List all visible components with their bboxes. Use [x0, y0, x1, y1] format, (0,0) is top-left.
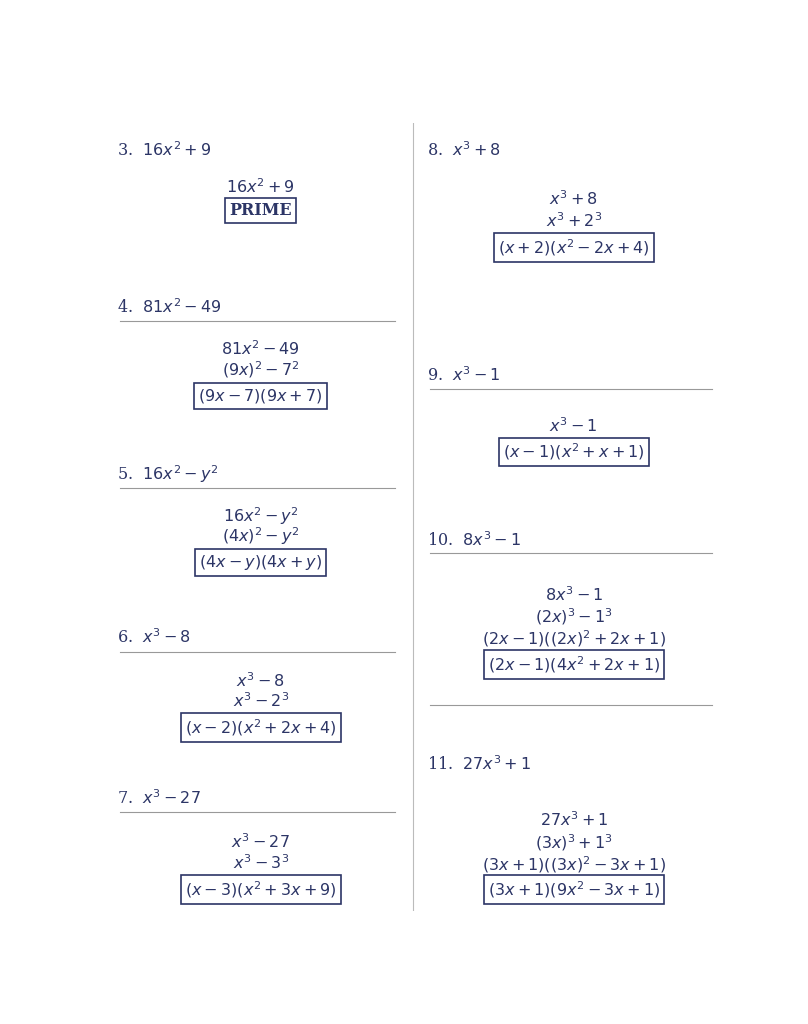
Text: $x^3 - 8$: $x^3 - 8$	[236, 672, 285, 690]
Text: $16x^2 + 9$: $16x^2 + 9$	[226, 178, 295, 197]
Text: $x^3 - 2^3$: $x^3 - 2^3$	[233, 692, 288, 711]
Text: $x^3 - 27$: $x^3 - 27$	[231, 834, 290, 852]
Text: $(4x-y)(4x+y)$: $(4x-y)(4x+y)$	[199, 553, 322, 572]
Text: $(x-1)(x^2+x+1)$: $(x-1)(x^2+x+1)$	[503, 441, 645, 462]
Text: $8x^3 - 1$: $8x^3 - 1$	[545, 586, 603, 604]
Text: 4.  $81x^2 - 49$: 4. $81x^2 - 49$	[116, 298, 221, 316]
Text: $x^3 - 1$: $x^3 - 1$	[549, 418, 598, 436]
Text: $(x+2)(x^2 - 2x + 4)$: $(x+2)(x^2 - 2x + 4)$	[498, 238, 650, 258]
Text: PRIME: PRIME	[229, 202, 292, 219]
Text: $x^3 + 8$: $x^3 + 8$	[549, 190, 598, 209]
Text: $(9x-7)(9x+7)$: $(9x-7)(9x+7)$	[199, 387, 323, 404]
Text: 10.  $8x^3 - 1$: 10. $8x^3 - 1$	[427, 531, 520, 550]
Text: 9.  $x^3 - 1$: 9. $x^3 - 1$	[427, 367, 500, 385]
Text: $16x^2 - y^2$: $16x^2 - y^2$	[223, 505, 299, 527]
Text: $x^3 - 3^3$: $x^3 - 3^3$	[233, 854, 288, 872]
Text: $x^3 + 2^3$: $x^3 + 2^3$	[545, 213, 602, 231]
Text: $(2x-1)(4x^2+2x+1)$: $(2x-1)(4x^2+2x+1)$	[488, 654, 660, 675]
Text: $(3x+1)(9x^2-3x+1)$: $(3x+1)(9x^2-3x+1)$	[488, 880, 660, 900]
Text: $(9x)^2 - 7^2$: $(9x)^2 - 7^2$	[221, 359, 300, 380]
Text: $27x^3 + 1$: $27x^3 + 1$	[540, 811, 608, 829]
Text: 8.  $x^3 + 8$: 8. $x^3 + 8$	[427, 141, 501, 160]
Text: $(2x)^3 - 1^3$: $(2x)^3 - 1^3$	[535, 607, 612, 628]
Text: $(x-3)(x^2+3x+9)$: $(x-3)(x^2+3x+9)$	[185, 880, 337, 900]
Text: $(4x)^2 - y^2$: $(4x)^2 - y^2$	[222, 525, 300, 548]
Text: $(2x-1)((2x)^2+2x+1)$: $(2x-1)((2x)^2+2x+1)$	[482, 629, 666, 649]
Text: $81x^2 - 49$: $81x^2 - 49$	[221, 340, 300, 358]
Text: 6.  $x^3 - 8$: 6. $x^3 - 8$	[116, 629, 191, 647]
Text: 5.  $16x^2 - y^2$: 5. $16x^2 - y^2$	[116, 463, 218, 484]
Text: $(3x)^3 + 1^3$: $(3x)^3 + 1^3$	[535, 833, 612, 853]
Text: $(x-2)(x^2+2x+4)$: $(x-2)(x^2+2x+4)$	[185, 718, 337, 738]
Text: 7.  $x^3 - 27$: 7. $x^3 - 27$	[116, 790, 200, 808]
Text: $(3x+1)((3x)^2-3x+1)$: $(3x+1)((3x)^2-3x+1)$	[482, 854, 666, 874]
Text: 3.  $16x^2 + 9$: 3. $16x^2 + 9$	[116, 141, 211, 160]
Text: 11.  $27x^3 + 1$: 11. $27x^3 + 1$	[427, 756, 531, 774]
